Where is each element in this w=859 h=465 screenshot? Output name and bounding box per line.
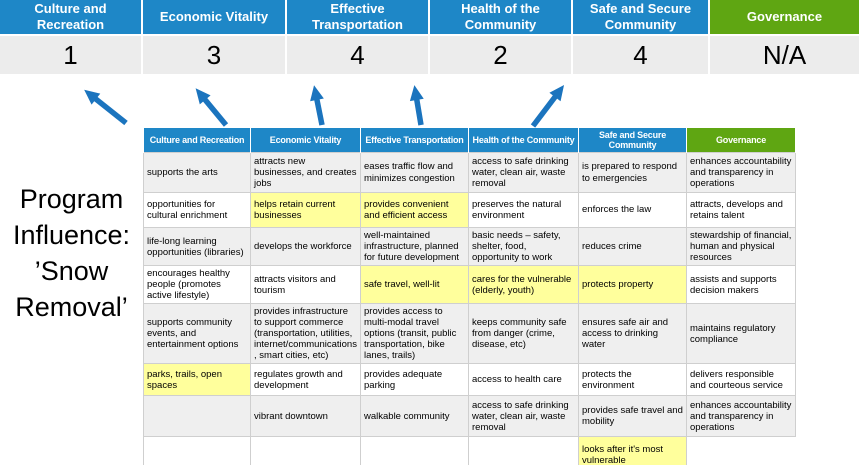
matrix-cell-highlighted: provides convenient and efficient access (360, 192, 469, 228)
matrix-cell-empty (686, 436, 796, 465)
matrix-cell-highlighted: provides infrastructure to support comme… (250, 303, 361, 365)
matrix-cell-highlighted: provides safe travel and mobility (578, 395, 687, 438)
matrix-cell: attracts new businesses, and creates job… (250, 152, 361, 193)
matrix-cell-highlighted: eases traffic flow and minimizes congest… (360, 152, 469, 193)
priority-score-band: 1 3 4 2 4 N/A (0, 36, 859, 74)
priority-header-label: Effective Transportation (311, 0, 403, 32)
priority-header-governance: Governance (710, 0, 859, 34)
matrix-header-effective-transportation: Effective Transportation (360, 128, 469, 153)
matrix-header-row: Culture and Recreation Economic Vitality E… (143, 128, 796, 153)
priority-header-culture-and-recreation: Culture and Recreation (0, 0, 143, 34)
priority-score-economic-vitality: 3 (143, 36, 287, 74)
matrix-cell: enhances accountability and transparency… (686, 152, 796, 193)
matrix-head: Culture and Recreation Economic Vitality E… (143, 128, 796, 153)
table-row: looks after it's most vulnerable (143, 436, 796, 465)
matrix-cell-highlighted: safe travel, well-lit (360, 265, 469, 305)
matrix-header-governance: Governance (686, 128, 796, 153)
matrix-cell (143, 436, 251, 465)
priority-score-safe-and-secure-community: 4 (573, 36, 710, 74)
matrix-header-culture-and-recreation: Culture and Recreation (143, 128, 251, 153)
matrix-header-safe-and-secure-community: Safe and Secure Community (578, 128, 687, 153)
matrix-cell: assists and supports decision makers (686, 265, 796, 305)
table-row: vibrant downtown walkable community access… (143, 395, 796, 438)
matrix-body: supports the arts attracts new businesses… (143, 152, 796, 465)
table-row: supports the arts attracts new businesses… (143, 152, 796, 193)
matrix-cell-highlighted: provides access to multi-modal travel op… (360, 303, 469, 365)
matrix-cell: develops the workforce (250, 226, 361, 267)
matrix-cell: life-long learning opportunities (librar… (143, 226, 251, 267)
matrix-cell-highlighted: looks after it's most vulnerable (578, 436, 687, 465)
matrix-cell: encourages healthy people (promotes acti… (143, 265, 251, 305)
priority-header-effective-transportation: Effective Transportation (287, 0, 430, 34)
matrix-header-health-of-the-community: Health of the Community (468, 128, 579, 153)
matrix-cell (143, 395, 251, 438)
up-arrow-icon (84, 89, 128, 126)
matrix-cell: access to safe drinking water, clean air… (468, 152, 579, 193)
matrix-cell: well-maintained infrastructure, planned … (360, 226, 469, 267)
matrix-cell: stewardship of financial, human and phys… (686, 226, 796, 267)
table-row: supports community events, and entertain… (143, 303, 796, 365)
priority-header-label: Health of the Community (461, 0, 540, 32)
matrix-cell-highlighted: helps retain current businesses (250, 192, 361, 228)
table-row: life-long learning opportunities (librar… (143, 226, 796, 267)
matrix-cell: opportunities for cultural enrichment (143, 192, 251, 228)
matrix-cell (360, 436, 469, 465)
matrix-header-economic-vitality: Economic Vitality (250, 128, 361, 153)
matrix-cell: vibrant downtown (250, 395, 361, 438)
priority-header-economic-vitality: Economic Vitality (143, 0, 287, 34)
up-arrow-icon (195, 88, 229, 127)
priority-score-governance: N/A (710, 36, 859, 74)
priority-score-effective-transportation: 4 (287, 36, 430, 74)
matrix-cell: preserves the natural environment (468, 192, 579, 228)
program-label-line: Removal’ (15, 292, 128, 322)
program-label-line: ’Snow (34, 256, 109, 286)
matrix-cell-highlighted: cares for the vulnerable (elderly, youth… (468, 265, 579, 305)
matrix-cell-highlighted: keeps community safe from danger (crime,… (468, 303, 579, 365)
priority-header-band: Culture and Recreation Economic Vitality E… (0, 0, 859, 34)
matrix-cell-highlighted: is prepared to respond to emergencies (578, 152, 687, 193)
table-row: encourages healthy people (promotes acti… (143, 265, 796, 305)
matrix-cell-highlighted: parks, trails, open spaces (143, 363, 251, 397)
matrix-cell: supports the arts (143, 152, 251, 193)
matrix-cell: attracts visitors and tourism (250, 265, 361, 305)
priority-header-label: Safe and Secure Community (589, 0, 692, 32)
matrix-cell-highlighted: basic needs – safety, shelter, food, opp… (468, 226, 579, 267)
matrix-cell: ensures safe air and access to drinking … (578, 303, 687, 365)
up-arrow-icon (530, 85, 565, 128)
matrix-cell: enhances accountability and transparency… (686, 395, 796, 438)
table-row: opportunities for cultural enrichment hel… (143, 192, 796, 228)
matrix-cell: walkable community (360, 395, 469, 438)
matrix-cell: reduces crime (578, 226, 687, 267)
matrix-cell: attracts, develops and retains talent (686, 192, 796, 228)
priority-header-health-of-the-community: Health of the Community (430, 0, 573, 34)
program-label-line: Program (19, 184, 124, 214)
matrix-cell: enforces the law (578, 192, 687, 228)
program-label-line: Influence: (12, 220, 131, 250)
priority-score-health-of-the-community: 2 (430, 36, 573, 74)
matrix-cell: delivers responsible and courteous servi… (686, 363, 796, 397)
matrix-cell (468, 436, 579, 465)
matrix-cell: supports community events, and entertain… (143, 303, 251, 365)
priority-header-safe-and-secure-community: Safe and Secure Community (573, 0, 710, 34)
priority-score-culture-and-recreation: 1 (0, 36, 143, 74)
program-influence-matrix: Culture and Recreation Economic Vitality E… (143, 128, 796, 465)
program-influence-label: Program Influence: ’Snow Removal’ (0, 181, 143, 325)
up-arrow-icon (409, 85, 424, 126)
matrix-cell (250, 436, 361, 465)
matrix-cell: access to safe drinking water, clean air… (468, 395, 579, 438)
table-row: parks, trails, open spaces regulates grow… (143, 363, 796, 397)
matrix-cell: regulates growth and development (250, 363, 361, 397)
matrix-cell: protects the environment (578, 363, 687, 397)
priority-header-label: Governance (746, 8, 823, 24)
priority-header-label: Economic Vitality (159, 8, 269, 24)
matrix-cell: access to health care (468, 363, 579, 397)
matrix-cell: maintains regulatory compliance (686, 303, 796, 365)
matrix-cell-highlighted: protects property (578, 265, 687, 305)
matrix-cell: provides adequate parking (360, 363, 469, 397)
up-arrow-icon (310, 85, 325, 126)
priority-header-label: Culture and Recreation (34, 0, 107, 32)
